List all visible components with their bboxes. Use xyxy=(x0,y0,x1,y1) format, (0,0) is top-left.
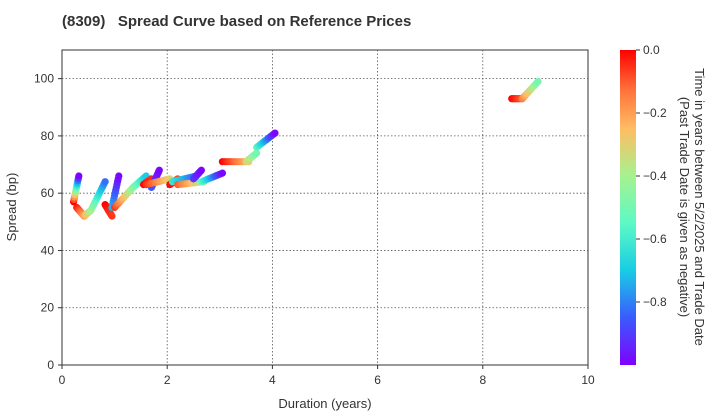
plot-area xyxy=(61,49,589,366)
colorbar-tick-label: −0.4 xyxy=(643,169,667,183)
y-axis-ticks: 0 20 40 60 80 100 xyxy=(34,72,62,372)
grid-lines xyxy=(62,50,588,365)
colorbar-tick-label: −0.2 xyxy=(643,106,667,120)
scatter-point xyxy=(253,149,261,157)
scatter-point xyxy=(115,172,123,180)
colorbar-label-line1: Time in years between 5/2/2025 and Trade… xyxy=(692,68,707,346)
y-tick-label: 80 xyxy=(41,129,55,143)
colorbar-tick-label: 0.0 xyxy=(643,43,660,57)
colorbar-label-line2: (Past Trade Date is given as negative) xyxy=(677,97,692,317)
y-tick-label: 20 xyxy=(41,301,55,315)
scatter-point xyxy=(101,178,109,186)
x-tick-label: 2 xyxy=(164,373,171,387)
scatter-point xyxy=(108,212,116,220)
x-tick-label: 4 xyxy=(269,373,276,387)
scatter-point xyxy=(155,166,163,174)
scatter-point xyxy=(75,172,83,180)
scatter-point xyxy=(197,166,205,174)
colorbar-tick-label: −0.6 xyxy=(643,232,667,246)
y-tick-label: 100 xyxy=(34,72,54,86)
y-tick-label: 40 xyxy=(41,243,55,257)
chart-title: (8309) Spread Curve based on Reference P… xyxy=(62,13,411,30)
data-points xyxy=(69,77,542,220)
x-tick-label: 8 xyxy=(479,373,486,387)
x-tick-label: 0 xyxy=(59,373,66,387)
colorbar-ticks: 0.0 −0.2 −0.4 −0.6 −0.8 xyxy=(636,43,667,309)
colorbar-tick-label: −0.8 xyxy=(643,295,667,309)
colorbar xyxy=(620,50,636,365)
y-axis-label: Spread (bp) xyxy=(4,173,19,242)
x-tick-label: 6 xyxy=(374,373,381,387)
scatter-point xyxy=(534,77,542,86)
scatter-point xyxy=(218,169,227,177)
y-tick-label: 0 xyxy=(47,358,54,372)
x-tick-label: 10 xyxy=(581,373,595,387)
scatter-point xyxy=(271,129,279,137)
x-axis-ticks: 0 2 4 6 8 10 xyxy=(59,365,595,387)
y-tick-label: 60 xyxy=(41,186,55,200)
x-axis-label: Duration (years) xyxy=(278,396,371,411)
